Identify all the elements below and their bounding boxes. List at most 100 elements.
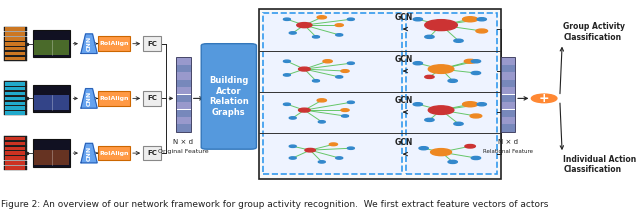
- Circle shape: [428, 65, 454, 73]
- Circle shape: [477, 103, 486, 106]
- FancyBboxPatch shape: [34, 150, 69, 165]
- FancyBboxPatch shape: [5, 47, 25, 50]
- Circle shape: [428, 106, 454, 114]
- FancyBboxPatch shape: [4, 141, 27, 146]
- FancyBboxPatch shape: [500, 72, 515, 80]
- FancyBboxPatch shape: [4, 51, 27, 56]
- Circle shape: [298, 67, 310, 71]
- Circle shape: [298, 108, 310, 112]
- Circle shape: [335, 24, 343, 27]
- Text: RoIAlign: RoIAlign: [99, 151, 129, 156]
- FancyBboxPatch shape: [500, 117, 515, 124]
- FancyBboxPatch shape: [4, 166, 27, 170]
- FancyBboxPatch shape: [34, 40, 69, 55]
- FancyBboxPatch shape: [5, 107, 25, 110]
- FancyBboxPatch shape: [5, 27, 25, 31]
- FancyBboxPatch shape: [406, 13, 497, 174]
- FancyBboxPatch shape: [5, 87, 25, 90]
- FancyBboxPatch shape: [4, 161, 27, 165]
- FancyBboxPatch shape: [500, 65, 515, 72]
- Circle shape: [471, 71, 481, 75]
- FancyBboxPatch shape: [5, 142, 25, 145]
- Circle shape: [284, 18, 291, 20]
- Text: RoIAlign: RoIAlign: [99, 41, 129, 46]
- Circle shape: [342, 115, 349, 117]
- FancyBboxPatch shape: [98, 91, 130, 106]
- FancyBboxPatch shape: [5, 32, 25, 36]
- FancyBboxPatch shape: [176, 102, 191, 109]
- Text: Building
Actor
Relation
Graphs: Building Actor Relation Graphs: [209, 76, 249, 117]
- FancyBboxPatch shape: [4, 106, 27, 111]
- Polygon shape: [81, 34, 97, 54]
- Text: N × d: N × d: [173, 139, 193, 145]
- FancyBboxPatch shape: [4, 27, 27, 32]
- FancyBboxPatch shape: [5, 82, 25, 86]
- FancyBboxPatch shape: [143, 36, 161, 51]
- Circle shape: [348, 18, 355, 20]
- FancyBboxPatch shape: [5, 42, 25, 46]
- Circle shape: [448, 160, 458, 163]
- Text: CNN: CNN: [86, 36, 92, 51]
- FancyBboxPatch shape: [176, 110, 191, 117]
- Circle shape: [465, 144, 476, 148]
- Circle shape: [336, 157, 342, 159]
- FancyBboxPatch shape: [176, 57, 191, 65]
- Text: GCN: GCN: [395, 138, 413, 147]
- Circle shape: [289, 32, 296, 34]
- Circle shape: [318, 161, 325, 163]
- Circle shape: [312, 80, 319, 82]
- Circle shape: [317, 99, 326, 102]
- FancyBboxPatch shape: [4, 151, 27, 155]
- Text: FC: FC: [147, 95, 157, 101]
- Circle shape: [289, 117, 296, 119]
- Circle shape: [419, 147, 428, 150]
- FancyBboxPatch shape: [4, 146, 27, 151]
- FancyBboxPatch shape: [500, 57, 515, 65]
- FancyBboxPatch shape: [176, 124, 191, 132]
- Circle shape: [454, 39, 463, 42]
- Circle shape: [531, 94, 557, 103]
- Circle shape: [312, 36, 319, 38]
- FancyBboxPatch shape: [176, 87, 191, 94]
- Circle shape: [463, 102, 477, 107]
- Circle shape: [425, 118, 434, 121]
- Circle shape: [425, 35, 434, 38]
- Circle shape: [289, 145, 296, 147]
- Text: Relational Feature: Relational Feature: [483, 149, 533, 154]
- Circle shape: [413, 18, 422, 21]
- Circle shape: [336, 76, 342, 78]
- FancyBboxPatch shape: [259, 9, 500, 178]
- FancyBboxPatch shape: [176, 117, 191, 124]
- FancyBboxPatch shape: [4, 101, 27, 106]
- Text: Individual Action
Classification: Individual Action Classification: [563, 155, 637, 175]
- Circle shape: [471, 156, 481, 159]
- Polygon shape: [81, 89, 97, 108]
- FancyBboxPatch shape: [143, 146, 161, 161]
- FancyBboxPatch shape: [4, 86, 27, 91]
- FancyBboxPatch shape: [500, 87, 515, 94]
- Text: GCN: GCN: [395, 55, 413, 64]
- Circle shape: [289, 157, 296, 159]
- Text: N × d: N × d: [498, 139, 518, 145]
- FancyBboxPatch shape: [33, 30, 70, 57]
- FancyBboxPatch shape: [5, 37, 25, 41]
- FancyBboxPatch shape: [4, 41, 27, 46]
- Circle shape: [464, 59, 476, 63]
- FancyBboxPatch shape: [5, 137, 25, 140]
- FancyBboxPatch shape: [264, 13, 402, 174]
- Circle shape: [471, 60, 481, 63]
- FancyBboxPatch shape: [5, 166, 25, 170]
- Text: CNN: CNN: [86, 145, 92, 161]
- FancyBboxPatch shape: [500, 110, 515, 117]
- FancyBboxPatch shape: [4, 82, 27, 86]
- Circle shape: [284, 103, 291, 105]
- Polygon shape: [81, 143, 97, 163]
- FancyBboxPatch shape: [4, 136, 27, 141]
- Circle shape: [341, 109, 349, 111]
- FancyBboxPatch shape: [5, 97, 25, 100]
- FancyBboxPatch shape: [4, 91, 27, 96]
- Circle shape: [336, 34, 342, 36]
- Circle shape: [305, 148, 316, 152]
- Circle shape: [348, 101, 355, 103]
- Text: Group Activity
Classification: Group Activity Classification: [563, 22, 625, 42]
